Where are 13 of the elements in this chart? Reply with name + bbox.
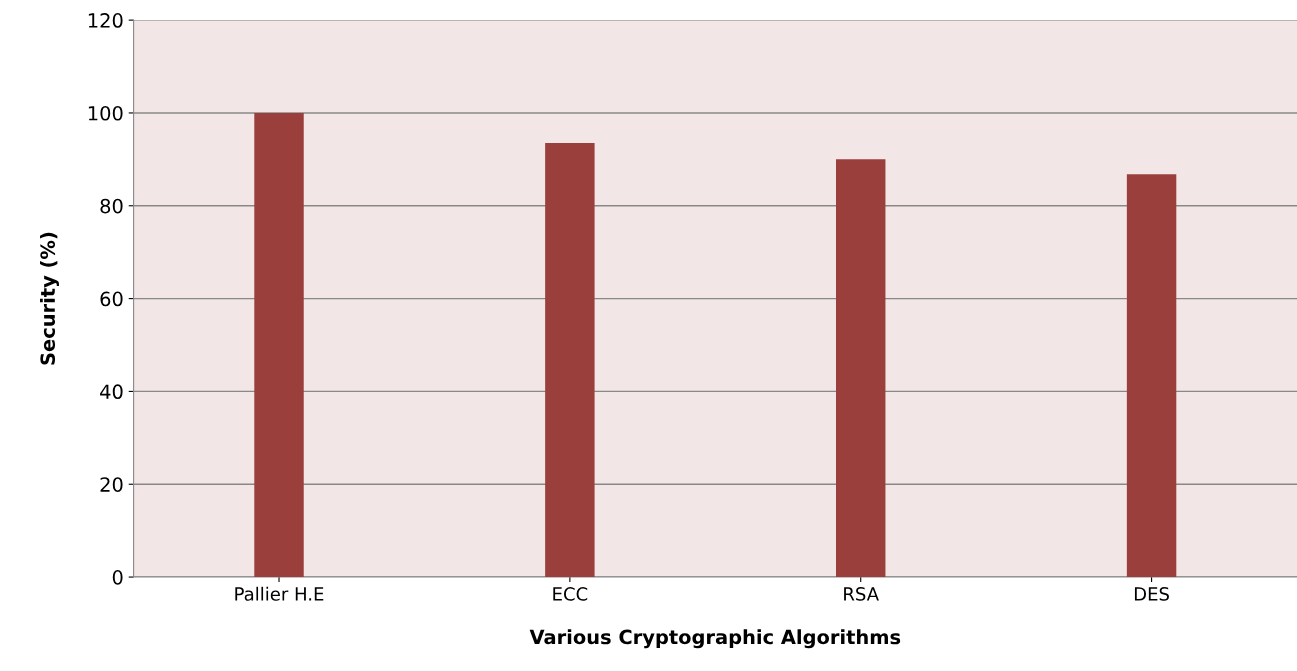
x-axis-title: Various Cryptographic Algorithms bbox=[529, 629, 901, 649]
y-tick-label: 80 bbox=[100, 198, 123, 214]
x-tick-label: ECC bbox=[553, 587, 588, 601]
y-tick-label: 40 bbox=[100, 384, 123, 400]
y-tick-label: 120 bbox=[88, 13, 123, 28]
y-tick-label: 100 bbox=[88, 105, 123, 121]
x-tick-label: RSA bbox=[844, 587, 879, 601]
y-tick-label: 20 bbox=[100, 477, 123, 492]
x-tick-label: Pallier H.E bbox=[235, 586, 324, 601]
y-axis-title: Security (%) bbox=[40, 232, 59, 365]
y-tick-label: 0 bbox=[112, 570, 123, 585]
y-tick-label: 60 bbox=[100, 291, 123, 307]
x-tick-label: DES bbox=[1134, 587, 1169, 601]
